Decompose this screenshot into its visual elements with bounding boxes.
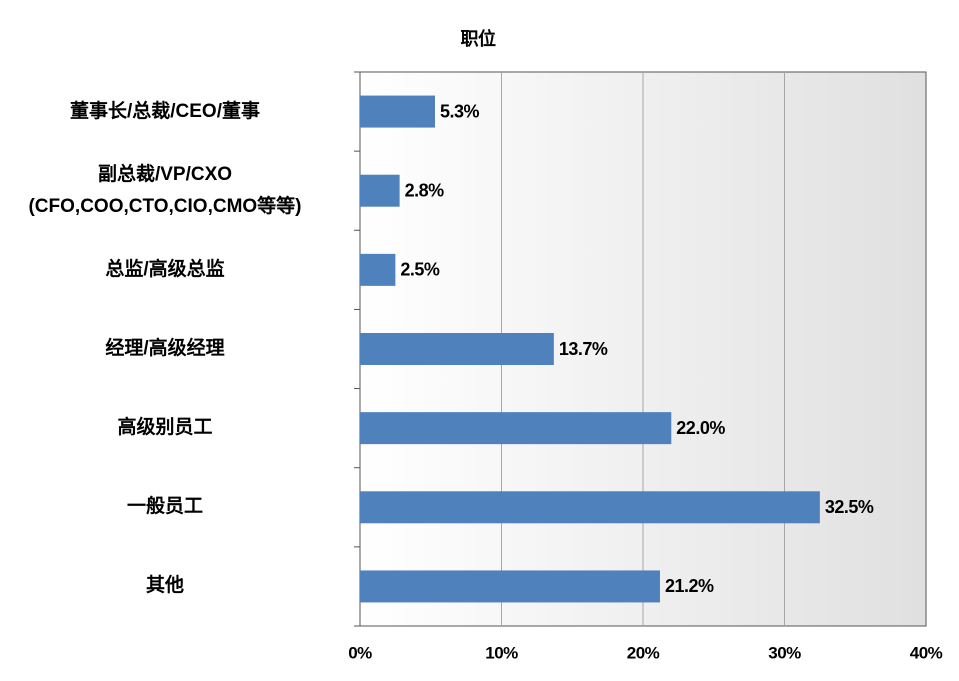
chart-title: 职位 — [461, 28, 496, 49]
y-tick-label: 副总裁/VP/CXO (CFO,COO,CTO,CIO,CMO等等) — [28, 163, 302, 217]
y-tick-label: 经理/高级经理 — [105, 338, 225, 359]
bar — [360, 95, 435, 128]
x-tick-label: 20% — [627, 643, 660, 662]
bar — [360, 412, 672, 445]
x-tick-label: 0% — [348, 643, 372, 662]
value-label: 22.0% — [676, 418, 725, 438]
y-tick-label: 总监/高级总监 — [105, 258, 225, 280]
value-label: 2.5% — [400, 260, 440, 280]
y-tick-label: 董事长/总裁/CEO/董事 — [69, 100, 260, 122]
x-tick-label: 40% — [910, 643, 943, 662]
bar — [360, 570, 660, 603]
value-label: 32.5% — [825, 497, 874, 517]
bar — [360, 491, 820, 524]
y-tick-label: 一般员工 — [126, 496, 203, 518]
y-tick-label: 高级别员工 — [117, 417, 213, 439]
x-tick-label: 10% — [485, 643, 518, 662]
bar — [360, 253, 396, 286]
value-label: 13.7% — [559, 339, 608, 359]
bar — [360, 333, 554, 365]
value-label: 21.2% — [665, 576, 714, 596]
value-label: 2.8% — [405, 180, 445, 200]
y-tick-label: 其他 — [145, 575, 184, 597]
bar — [360, 174, 400, 207]
value-label: 5.3% — [440, 101, 480, 121]
x-tick-label: 30% — [768, 643, 801, 662]
